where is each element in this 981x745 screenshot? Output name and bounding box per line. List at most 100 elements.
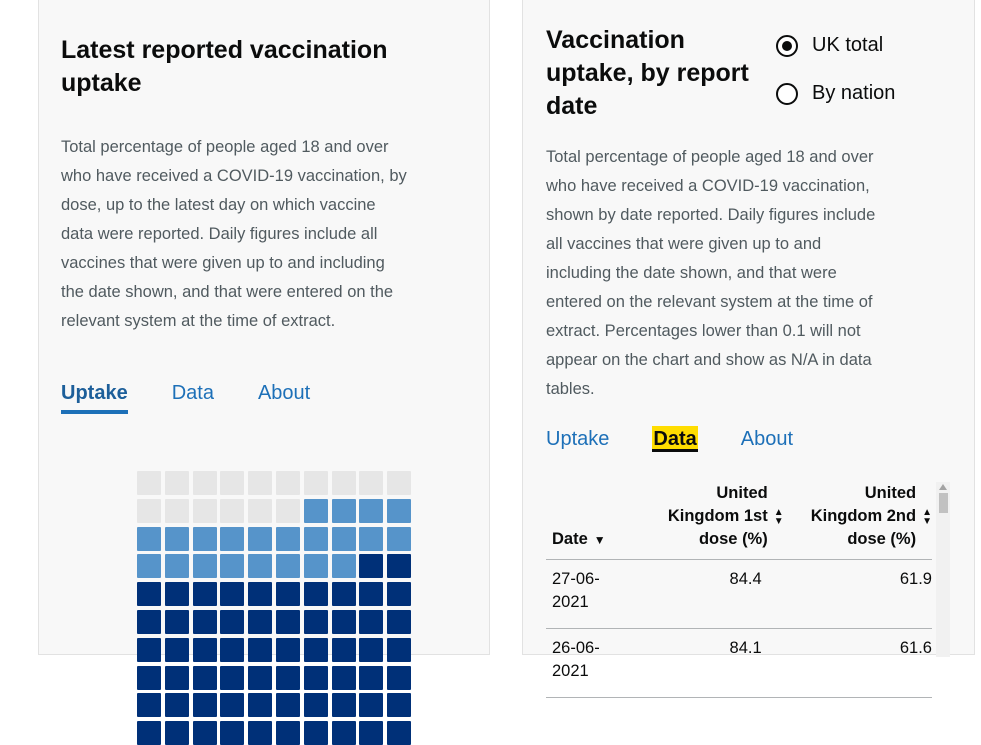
tab-uptake[interactable]: Uptake [61,382,128,414]
waffle-cell [387,526,412,551]
waffle-cell [192,582,217,607]
waffle-cell [275,526,300,551]
radio-uk-total[interactable]: UK total [776,34,883,57]
waffle-cell [137,554,161,579]
latest-uptake-description: Total percentage of people aged 18 and o… [61,133,407,336]
sort-icon[interactable]: ▲ ▼ [773,506,784,527]
tab-about[interactable]: About [257,382,311,404]
waffle-cell [220,609,245,634]
desc-line: including the date shown, and that were [546,264,837,282]
tab-data[interactable]: Data [652,426,698,452]
waffle-cell [359,665,384,690]
waffle-cell [275,693,300,718]
waffle-cell [137,582,161,607]
waffle-cell [275,471,300,495]
title-line: uptake [61,69,142,97]
waffle-cell [359,637,384,662]
waffle-cell [387,582,412,607]
title-line: Latest reported vaccination [61,36,388,64]
cell-date: 27-06- 2021 [546,559,642,629]
waffle-cell [192,554,217,579]
desc-line: who have received a COVID-19 vaccination… [61,167,407,185]
vaccination-waffle-chart [137,471,412,745]
desc-line: shown by date reported. Daily figures in… [546,206,876,224]
waffle-cell [248,526,273,551]
header-label: Date [552,530,588,548]
waffle-cell [137,721,161,745]
table-scrollbar[interactable] [936,482,950,657]
waffle-cell [164,665,189,690]
waffle-cell [137,498,161,523]
desc-line: relevant system at the time of extract. [61,312,336,330]
sort-descending-icon[interactable]: ▼ [593,532,606,547]
waffle-cell [192,637,217,662]
title-line: Vaccination [546,26,685,54]
waffle-cell [331,693,356,718]
waffle-cell [331,582,356,607]
tab-about[interactable]: About [740,428,793,450]
waffle-cell [331,471,356,495]
header-label: dose (%) [847,530,917,548]
waffle-cell [164,693,189,718]
date-line: 2021 [552,593,589,611]
waffle-cell [359,471,384,495]
desc-line: Total percentage of people aged 18 and o… [546,148,874,166]
waffle-cell [303,693,328,718]
waffle-cell [303,498,328,523]
radio-label: UK total [812,34,884,56]
waffle-cell [164,721,189,745]
waffle-cell [387,471,412,495]
waffle-cell [331,665,356,690]
waffle-cell [137,609,161,634]
waffle-cell [220,554,245,579]
sort-icon[interactable]: ▲ ▼ [922,506,932,527]
radio-unchecked-icon[interactable] [776,82,798,105]
waffle-cell [137,637,161,662]
tab-uptake[interactable]: Uptake [546,428,610,450]
table-row: 27-06- 2021 84.4 61.9 [546,559,932,629]
date-line: 2021 [552,662,589,680]
waffle-cell [248,609,273,634]
scrollbar-thumb[interactable] [939,493,948,513]
radio-by-nation[interactable]: By nation [776,82,895,105]
waffle-cell [331,526,356,551]
waffle-cell [192,498,217,523]
left-tabs: Uptake Data About [61,380,311,414]
waffle-cell [220,582,245,607]
cell-first-dose: 84.1 [642,628,784,698]
waffle-cell [331,609,356,634]
column-header-first-dose[interactable]: United Kingdom 1st dose (%) ▲ ▼ [642,482,784,560]
waffle-cell [275,637,300,662]
waffle-cell [275,665,300,690]
waffle-cell [331,721,356,745]
waffle-cell [248,471,273,495]
waffle-cell [303,637,328,662]
uptake-by-date-description: Total percentage of people aged 18 and o… [546,143,875,404]
cell-date: 26-06- 2021 [546,628,642,698]
tab-data[interactable]: Data [171,382,214,404]
waffle-cell [248,637,273,662]
waffle-cell [387,721,412,745]
waffle-cell [164,554,189,579]
waffle-cell [387,693,412,718]
waffle-cell [303,665,328,690]
waffle-cell [248,693,273,718]
date-line: 26-06- [552,639,600,657]
waffle-cell [137,471,161,495]
header-label: dose (%) [698,530,768,548]
desc-line: vaccines that were given up to and inclu… [61,254,385,272]
column-header-date[interactable]: Date ▼ [546,482,642,560]
desc-line: appear on the chart and show as N/A in d… [546,351,872,369]
desc-line: who have received a COVID-19 vaccination… [546,177,870,195]
waffle-cell [192,721,217,745]
waffle-cell [275,498,300,523]
scroll-up-arrow-icon[interactable] [939,484,947,490]
column-header-second-dose[interactable]: United Kingdom 2nd dose (%) ▲ ▼ [783,482,932,560]
waffle-cell [137,526,161,551]
waffle-cell [164,526,189,551]
radio-checked-icon[interactable] [776,34,798,57]
uptake-data-table: Date ▼ United Kingdom 1st dose (%) ▲ ▼ Uni… [546,482,932,698]
cell-second-dose: 61.9 [783,559,932,629]
waffle-cell [164,609,189,634]
date-line: 27-06- [552,570,600,588]
